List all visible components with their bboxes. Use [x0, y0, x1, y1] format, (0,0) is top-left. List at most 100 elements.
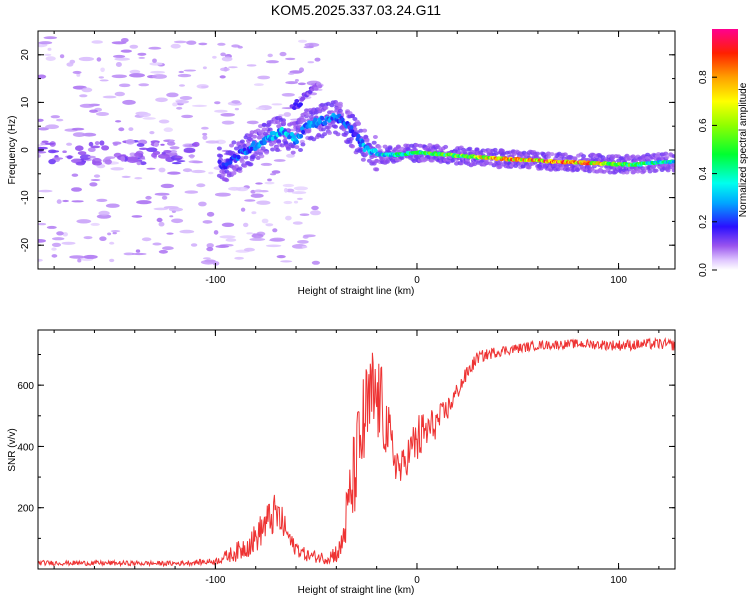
- noise-blob: [96, 57, 102, 62]
- noise-blob: [257, 75, 271, 80]
- noise-blob: [66, 62, 74, 67]
- ridge-halo: [231, 171, 237, 176]
- noise-blob: [52, 237, 65, 241]
- snr-panel: -100 0 100 200 400 600 Height of straight lin…: [7, 329, 676, 596]
- ridge-halo: [333, 124, 338, 129]
- noise-blob: [251, 211, 257, 215]
- ridge-halo: [535, 151, 540, 156]
- noise-blob: [110, 167, 124, 171]
- ridge-halo: [264, 150, 270, 155]
- y-tick-label: 0: [20, 147, 31, 153]
- noise-blob: [293, 200, 299, 204]
- ridge-halo: [229, 143, 234, 148]
- noise-blob: [43, 36, 58, 40]
- spectrogram-xlabel: Height of straight line (km): [298, 286, 415, 297]
- ridge-halo: [231, 140, 237, 145]
- noise-blob: [62, 232, 68, 237]
- ridge-halo: [607, 170, 613, 175]
- noise-blob: [220, 67, 230, 72]
- noise-blob: [71, 187, 82, 192]
- ridge-point: [277, 131, 282, 136]
- noise-blob: [154, 192, 170, 196]
- noise-blob: [183, 147, 196, 153]
- ridge-halo: [487, 161, 493, 166]
- ridge-halo: [300, 142, 306, 147]
- noise-blob: [87, 155, 97, 159]
- noise-blob: [208, 171, 214, 175]
- noise-blob: [96, 112, 109, 116]
- noise-blob: [120, 49, 132, 53]
- ridge-halo: [320, 127, 326, 132]
- noise-blob: [307, 61, 315, 64]
- chart-title: KOM5.2025.337.03.24.G11: [271, 2, 441, 18]
- noise-blob: [261, 218, 269, 224]
- noise-blob: [136, 143, 145, 147]
- noise-blob: [109, 258, 115, 263]
- noise-blob: [310, 210, 321, 216]
- ridge-halo: [364, 138, 370, 143]
- noise-blob: [271, 103, 283, 106]
- noise-blob: [129, 44, 139, 49]
- x-tick-label: 0: [414, 275, 420, 286]
- noise-blob: [38, 189, 53, 193]
- noise-blob: [221, 56, 233, 62]
- ridge-halo: [664, 155, 670, 160]
- noise-blob: [112, 231, 117, 235]
- y-tick-label: 600: [17, 381, 34, 392]
- ridge-point: [318, 119, 323, 125]
- noise-blob: [179, 96, 193, 100]
- noise-blob: [272, 228, 278, 233]
- noise-blob: [246, 64, 257, 67]
- ridge-halo: [497, 164, 503, 169]
- noise-blob: [152, 58, 157, 63]
- ridge-halo: [630, 154, 636, 159]
- colorbar-ticks: 0.0 0.2 0.4 0.6 0.8: [698, 70, 717, 277]
- noise-blob: [99, 79, 109, 82]
- noise-blob: [113, 54, 126, 58]
- noise-blob: [256, 200, 271, 205]
- ridge-halo: [376, 145, 382, 149]
- noise-blob: [45, 124, 59, 129]
- ridge-halo: [350, 144, 355, 149]
- noise-blob: [292, 221, 303, 225]
- noise-blob: [299, 67, 304, 73]
- noise-blob: [174, 156, 183, 159]
- noise-blob: [269, 237, 286, 242]
- noise-blob: [158, 249, 168, 254]
- noise-blob: [149, 131, 155, 135]
- noise-blob: [44, 53, 52, 57]
- ridge-halo: [671, 163, 675, 168]
- noise-blob: [167, 171, 181, 175]
- noise-blob: [260, 162, 273, 166]
- noise-blob: [206, 247, 214, 252]
- ridge-halo: [237, 166, 243, 171]
- noise-blob: [38, 127, 49, 131]
- x-tick-label: 0: [414, 575, 420, 586]
- noise-blob: [112, 141, 122, 145]
- ridge-halo: [356, 121, 361, 126]
- ridge-point: [236, 154, 241, 160]
- colorbar-label: Normalized spectral amplitude: [738, 82, 749, 217]
- ridge-point: [320, 115, 325, 121]
- ridge-halo: [581, 154, 586, 159]
- noise-blob: [76, 219, 92, 224]
- noise-blob: [215, 245, 229, 248]
- snr-plot: [38, 336, 675, 568]
- noise-blob: [160, 143, 165, 146]
- noise-blob: [115, 62, 122, 67]
- ridge-halo: [474, 147, 480, 152]
- noise-blob: [265, 60, 279, 64]
- ridge-halo: [246, 142, 251, 147]
- noise-blob: [179, 229, 195, 234]
- ridge-halo: [671, 154, 675, 159]
- noise-blob: [158, 167, 166, 173]
- y-tick-label: -10: [20, 190, 31, 205]
- noise-blob: [83, 254, 98, 259]
- noise-blob: [90, 222, 100, 226]
- noise-blob: [94, 141, 100, 146]
- noise-blob: [178, 70, 185, 74]
- noise-blob: [158, 221, 165, 227]
- ridge-halo: [562, 152, 568, 157]
- noise-blob: [285, 188, 295, 193]
- ridge-halo: [574, 168, 580, 172]
